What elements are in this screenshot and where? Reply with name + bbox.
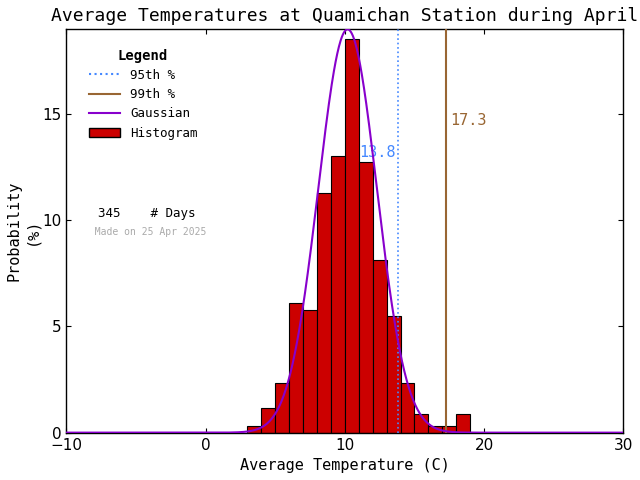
- Y-axis label: Probability
(%): Probability (%): [7, 181, 39, 281]
- Bar: [303, 310, 317, 432]
- Bar: [331, 156, 345, 432]
- Bar: [442, 427, 456, 432]
- Bar: [275, 384, 289, 432]
- Title: Average Temperatures at Quamichan Station during April: Average Temperatures at Quamichan Statio…: [51, 7, 639, 25]
- X-axis label: Average Temperature (C): Average Temperature (C): [240, 458, 450, 473]
- Text: 17.3: 17.3: [451, 113, 487, 128]
- Bar: [247, 427, 261, 432]
- Bar: [261, 408, 275, 432]
- Bar: [289, 303, 303, 432]
- Text: Made on 25 Apr 2025: Made on 25 Apr 2025: [83, 227, 206, 237]
- Bar: [387, 316, 401, 432]
- Text: 13.8: 13.8: [359, 144, 396, 160]
- Bar: [345, 39, 359, 432]
- Legend: 95th %, 99th %, Gaussian, Histogram: 95th %, 99th %, Gaussian, Histogram: [84, 44, 202, 144]
- Bar: [401, 384, 415, 432]
- Bar: [415, 414, 428, 432]
- Bar: [372, 260, 387, 432]
- Bar: [456, 414, 470, 432]
- Bar: [317, 193, 331, 432]
- Bar: [428, 427, 442, 432]
- Text: 345    # Days: 345 # Days: [83, 207, 195, 220]
- Bar: [359, 162, 372, 432]
